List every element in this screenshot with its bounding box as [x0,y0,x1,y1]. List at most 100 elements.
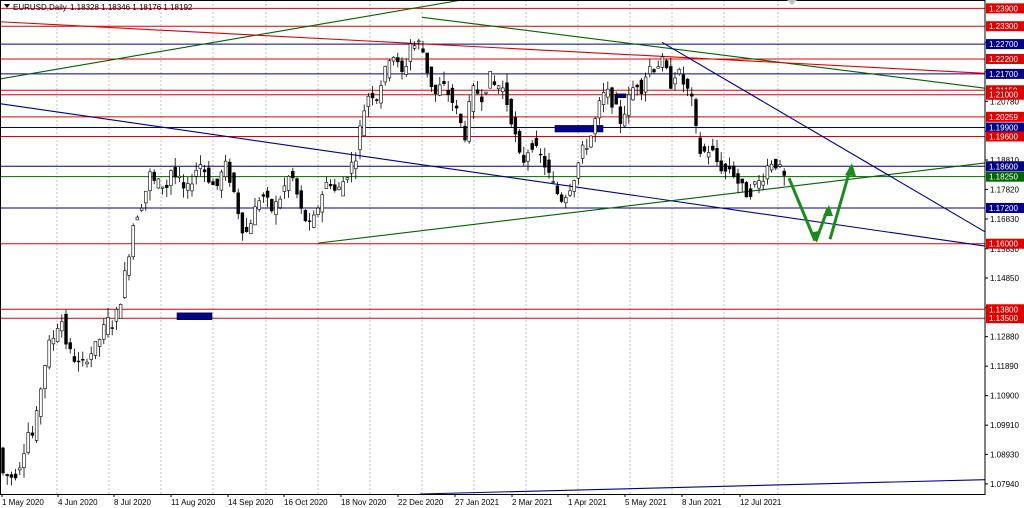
candle-body [366,95,371,107]
candle-body [547,159,551,173]
candle-body [215,178,219,187]
candle-body [316,207,320,215]
candle-body [303,209,308,222]
candle-body [614,93,618,105]
candle-body [202,169,207,173]
trendline[interactable] [0,103,986,247]
symbol-label: EURUSD,Daily [13,3,67,12]
trendline[interactable] [0,0,622,80]
candle-body [660,56,665,68]
candle-body [656,66,660,69]
candle-body [564,197,568,204]
candle-body [265,190,270,198]
candle-body [341,181,345,197]
candle-body [1,447,5,474]
candle-body [22,453,26,468]
candle-body [744,182,749,198]
candle-body [425,52,429,74]
trendline[interactable] [0,21,986,74]
candle-body [139,207,144,211]
zone-rectangles [176,93,627,320]
candle-body [328,183,333,187]
candle-body [186,183,190,191]
y-tick-label: 1.15830 [990,245,1019,254]
candle-body [429,66,434,87]
x-tick-label: 14 Sep 2020 [228,498,274,507]
y-tick-label: 1.18810 [990,156,1019,165]
shift-marker-icon[interactable] [787,0,797,5]
candle-body [211,181,215,186]
trendline[interactable] [421,16,986,89]
candle-body [307,220,312,222]
zone-rectangle[interactable] [554,125,604,133]
candle-body [551,181,555,183]
candle-body [219,171,224,191]
x-tick-label: 4 Jun 2020 [58,498,98,507]
candle-body [610,87,614,108]
y-tick-label: 1.12880 [990,333,1019,342]
trendline[interactable] [419,479,986,495]
projection-leg-down [787,177,817,242]
y-tick-label: 1.17820 [990,185,1019,194]
candle-body [110,327,114,329]
candle-body [135,216,140,221]
candle-body [488,70,492,89]
candle-body [698,137,702,154]
projection-leg-up-main [828,165,853,240]
trendline[interactable] [317,162,986,244]
candle-body [576,162,581,179]
candle-body [597,100,602,119]
level-tag-text: 1.21700 [989,70,1018,79]
candle-body [165,184,169,188]
candle-body [459,113,463,124]
candle-body [463,125,467,141]
candle-body [333,184,337,191]
candle-body [223,160,228,178]
candle-body [606,88,610,98]
candle-body [559,194,564,202]
candles [1,38,786,486]
candle-body [782,170,786,176]
candle-body [81,359,85,361]
x-tick-label: 2 Mar 2021 [512,498,553,507]
level-tag-bg [986,161,1024,172]
level-tag-bg [986,53,1024,64]
candle-body [774,158,778,169]
candle-body [144,190,148,204]
candle-body [72,356,77,362]
dropdown-triangle-icon[interactable] [4,4,10,8]
candle-body [618,106,623,124]
zone-rectangle[interactable] [616,93,627,99]
candle-body [433,84,438,94]
candle-body [232,172,236,192]
candle-body [627,94,631,116]
candle-body [732,165,736,177]
candle-body [526,152,530,162]
x-tick-label: 11 Aug 2020 [171,498,216,507]
candle-body [228,161,232,183]
trendlines [0,0,986,495]
candle-body [736,173,740,184]
price-axis: 1.07940 1.08930 1.09910 1.10900 1.11890 1.128… [985,39,1019,489]
candle-body [244,226,249,232]
candle-body [572,180,576,192]
candle-body [375,99,379,101]
candle-body [438,84,442,96]
plot-background [0,0,985,494]
x-tick-label: 8 Jul 2020 [114,498,151,507]
candle-body [685,78,690,89]
zone-rectangle[interactable] [176,312,213,320]
level-tag-bg [986,171,1024,182]
candle-body [400,60,404,73]
candle-body [93,341,98,356]
level-tag-text: 1.16000 [989,240,1018,249]
candle-body [664,60,669,69]
candle-body [719,160,723,172]
candle-body [555,185,560,195]
trendline[interactable] [661,41,986,233]
candle-body [190,183,194,192]
candle-body [513,117,518,135]
level-tag-text: 1.21000 [989,91,1018,100]
y-tick-label: 1.14850 [990,274,1019,283]
